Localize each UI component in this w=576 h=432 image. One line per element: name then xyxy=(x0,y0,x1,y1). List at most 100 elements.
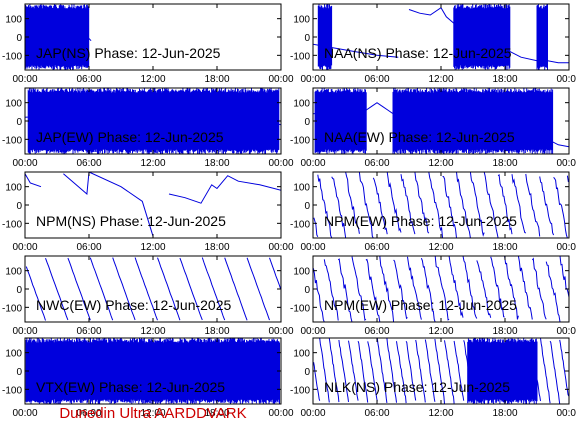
series-line xyxy=(25,257,281,321)
x-tick-label: 00:00 xyxy=(12,326,37,337)
series-line xyxy=(313,6,569,64)
x-tick-label: 12:00 xyxy=(428,242,453,253)
x-tick-label: 12:00 xyxy=(140,158,165,169)
y-tick-label: -100 xyxy=(290,303,310,314)
x-tick-label: 18:00 xyxy=(204,326,229,337)
x-tick-label: 06:00 xyxy=(76,74,101,85)
y-tick-label: 100 xyxy=(5,99,22,110)
y-tick-label: 100 xyxy=(293,349,310,360)
y-tick-label: 0 xyxy=(304,33,310,44)
y-tick-label: 100 xyxy=(293,15,310,26)
x-tick-label: 18:00 xyxy=(204,242,229,253)
y-tick-label: -100 xyxy=(2,385,22,396)
x-tick-label: 00:00 xyxy=(268,408,293,419)
panel-2: 100 0 -100 00:00 06:00 12:00 18:00 00:00 NAA(NS)… xyxy=(290,3,576,85)
plot-area xyxy=(25,338,281,404)
dense-segment xyxy=(317,4,333,70)
y-tick-label: 100 xyxy=(5,15,22,26)
y-tick-label: 0 xyxy=(16,201,22,212)
x-tick-label: 12:00 xyxy=(428,74,453,85)
x-tick-label: 18:00 xyxy=(204,158,229,169)
x-tick-label: 00:00 xyxy=(556,74,576,85)
chart-title: NPM(NS) Phase: 12-Jun-2025 xyxy=(36,213,226,229)
x-tick-label: 00:00 xyxy=(300,74,325,85)
x-tick-label: 06:00 xyxy=(364,158,389,169)
dense-segment xyxy=(314,88,367,154)
y-tick-label: -100 xyxy=(290,385,310,396)
panel-1: 100 0 -100 00:00 06:00 12:00 18:00 00:00 JAP(NS)… xyxy=(2,3,294,85)
panel-4: 100 0 -100 00:00 06:00 12:00 18:00 00:00 NAA(EW)… xyxy=(290,87,576,169)
y-tick-label: -100 xyxy=(2,135,22,146)
x-tick-label: 00:00 xyxy=(268,326,293,337)
chart-title: NWC(EW) Phase: 12-Jun-2025 xyxy=(36,297,232,313)
x-tick-label: 12:00 xyxy=(140,326,165,337)
series-line xyxy=(25,21,92,46)
series-line xyxy=(313,102,569,148)
chart-title: JAP(NS) Phase: 12-Jun-2025 xyxy=(36,45,221,61)
x-tick-label: 00:00 xyxy=(556,408,576,419)
x-tick-label: 12:00 xyxy=(140,242,165,253)
y-tick-label: -100 xyxy=(2,303,22,314)
series-line xyxy=(313,338,569,404)
x-tick-label: 00:00 xyxy=(300,326,325,337)
x-tick-label: 12:00 xyxy=(428,408,453,419)
panel-8: 100 0 -100 00:00 06:00 12:00 18:00 00:00 NPM(EW)… xyxy=(290,255,576,337)
dense-segment xyxy=(536,4,548,70)
footer-caption: Dunedin Ultra AARDDVARK xyxy=(0,405,576,423)
chart-title: NPM(EW) Phase: 12-Jun-2025 xyxy=(324,213,517,229)
chart-title: NLK(NS) Phase: 12-Jun-2025 xyxy=(324,379,510,395)
x-tick-label: 00:00 xyxy=(300,242,325,253)
x-tick-label: 00:00 xyxy=(268,74,293,85)
x-tick-label: 18:00 xyxy=(492,74,517,85)
plot-area xyxy=(313,88,569,154)
y-tick-label: -100 xyxy=(290,219,310,230)
y-tick-label: -100 xyxy=(2,219,22,230)
x-tick-label: 18:00 xyxy=(492,242,517,253)
y-tick-label: 100 xyxy=(293,267,310,278)
panel-9: 100 0 -100 00:00 06:00 12:00 18:00 00:00 VTX(EW)… xyxy=(2,337,294,419)
x-tick-label: 06:00 xyxy=(364,242,389,253)
y-tick-label: 0 xyxy=(16,367,22,378)
y-tick-label: 0 xyxy=(304,117,310,128)
plot-area xyxy=(313,4,569,70)
y-tick-label: -100 xyxy=(290,135,310,146)
y-tick-label: 100 xyxy=(293,183,310,194)
series-line xyxy=(313,256,569,322)
panel-7: 100 0 -100 00:00 06:00 12:00 18:00 00:00 NWC(EW)… xyxy=(2,255,294,337)
chart-title: NAA(NS) Phase: 12-Jun-2025 xyxy=(324,45,512,61)
x-tick-label: 12:00 xyxy=(140,74,165,85)
y-tick-label: 100 xyxy=(5,183,22,194)
y-tick-label: 0 xyxy=(304,285,310,296)
x-tick-label: 00:00 xyxy=(12,242,37,253)
x-tick-label: 00:00 xyxy=(556,158,576,169)
x-tick-label: 00:00 xyxy=(12,74,37,85)
plot-area xyxy=(25,257,281,321)
series-line xyxy=(25,172,281,237)
chart-title: NPM(EW) Phase: 12-Jun-2025 xyxy=(324,297,517,313)
y-tick-label: 100 xyxy=(293,99,310,110)
y-tick-label: 0 xyxy=(16,33,22,44)
chart-title: JAP(EW) Phase: 12-Jun-2025 xyxy=(36,129,224,145)
y-tick-label: -100 xyxy=(290,51,310,62)
x-tick-label: 06:00 xyxy=(76,158,101,169)
x-tick-label: 18:00 xyxy=(492,408,517,419)
panel-5: 100 0 -100 00:00 06:00 12:00 18:00 00:00 NPM(NS)… xyxy=(2,171,294,253)
y-tick-label: 100 xyxy=(5,349,22,360)
x-tick-label: 06:00 xyxy=(76,408,101,419)
x-tick-label: 00:00 xyxy=(300,408,325,419)
y-tick-label: 0 xyxy=(304,201,310,212)
footer-text: Dunedin Ultra AARDDVARK xyxy=(59,405,247,422)
panel-10: 100 0 -100 00:00 06:00 12:00 18:00 00:00 NLK(NS)… xyxy=(290,337,576,419)
x-tick-label: 00:00 xyxy=(300,158,325,169)
plot-area xyxy=(25,172,281,237)
x-tick-label: 18:00 xyxy=(204,408,229,419)
x-tick-label: 18:00 xyxy=(492,326,517,337)
x-tick-label: 00:00 xyxy=(556,326,576,337)
series-line xyxy=(25,111,281,128)
x-tick-label: 06:00 xyxy=(364,408,389,419)
x-tick-label: 00:00 xyxy=(12,158,37,169)
x-tick-label: 06:00 xyxy=(76,242,101,253)
x-tick-label: 00:00 xyxy=(268,242,293,253)
x-tick-label: 00:00 xyxy=(556,242,576,253)
x-tick-label: 12:00 xyxy=(140,408,165,419)
